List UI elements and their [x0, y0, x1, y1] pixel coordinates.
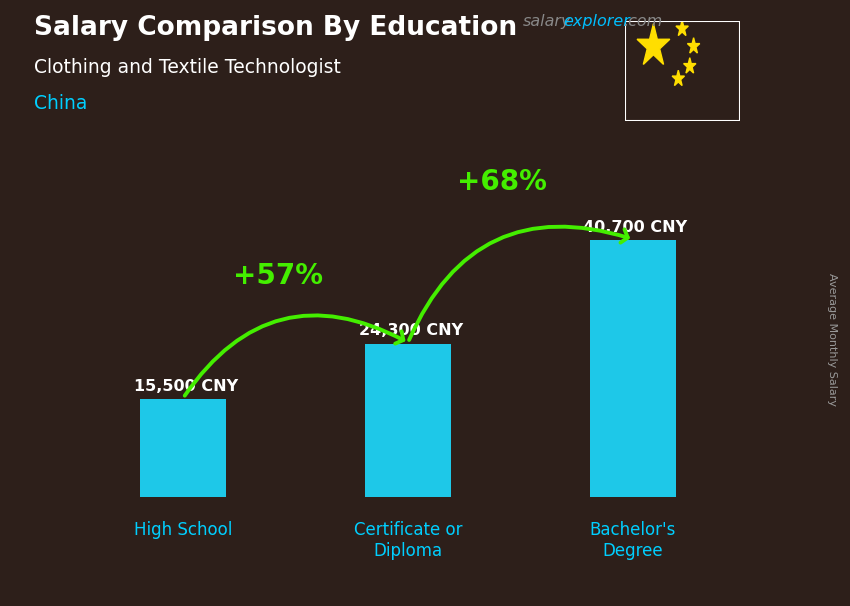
Bar: [590, 241, 676, 497]
Text: +57%: +57%: [233, 262, 323, 290]
Text: 24,300 CNY: 24,300 CNY: [359, 323, 462, 338]
Text: China: China: [34, 94, 88, 113]
Text: Salary Comparison By Education: Salary Comparison By Education: [34, 15, 517, 41]
Polygon shape: [637, 24, 670, 64]
Text: Bachelor's
Degree: Bachelor's Degree: [590, 521, 676, 560]
Polygon shape: [672, 70, 684, 85]
Text: High School: High School: [134, 521, 232, 539]
Text: Certificate or
Diploma: Certificate or Diploma: [354, 521, 462, 560]
Text: salary: salary: [523, 14, 571, 29]
Bar: [140, 399, 226, 497]
Text: explorer: explorer: [564, 14, 631, 29]
Text: 15,500 CNY: 15,500 CNY: [133, 379, 238, 393]
Polygon shape: [688, 38, 700, 53]
Text: 40,700 CNY: 40,700 CNY: [583, 220, 688, 235]
Polygon shape: [676, 20, 688, 36]
Text: .com: .com: [623, 14, 662, 29]
Text: +68%: +68%: [457, 168, 547, 196]
Text: Clothing and Textile Technologist: Clothing and Textile Technologist: [34, 58, 341, 76]
Bar: [366, 344, 450, 497]
Polygon shape: [683, 58, 696, 73]
Text: Average Monthly Salary: Average Monthly Salary: [827, 273, 837, 406]
